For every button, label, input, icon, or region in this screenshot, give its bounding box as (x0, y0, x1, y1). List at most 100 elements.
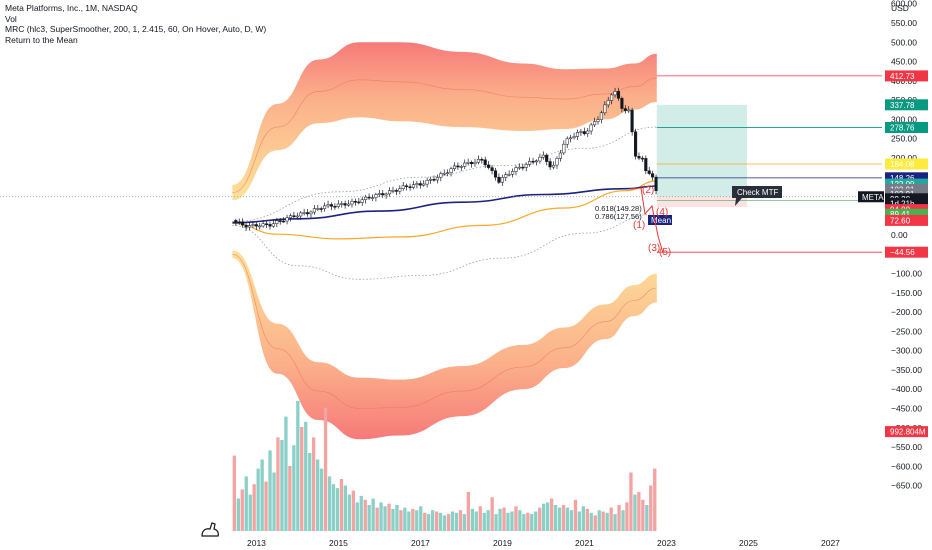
candle-body (606, 100, 610, 106)
candle-body (425, 180, 429, 185)
elliott-wave-path (629, 187, 664, 254)
volume-bar (312, 437, 316, 531)
tradingview-logo-icon[interactable] (200, 520, 222, 538)
candle-body (295, 215, 299, 218)
volume-bar (347, 494, 351, 531)
volume-bar (490, 497, 494, 531)
take-profit-zone (656, 104, 747, 197)
volume-bar (589, 512, 593, 531)
volume-bar (514, 506, 518, 531)
volume-bar (585, 508, 589, 531)
candle-body (565, 138, 569, 145)
candle-body (319, 208, 323, 210)
price-tag-label: 337.78 (890, 101, 915, 110)
price-tag-bg (885, 122, 928, 133)
candle-body (377, 193, 381, 195)
candle-body (637, 156, 641, 159)
y-tick-label: −200.00 (891, 307, 922, 317)
volume-bar (629, 472, 633, 531)
y-tick-label: −100.00 (891, 269, 922, 279)
volume-bar (573, 499, 578, 531)
candle-body (401, 185, 405, 189)
candle-body (336, 203, 340, 207)
candle-body (562, 143, 566, 154)
candle-body (251, 224, 255, 226)
y-tick-label: −350.00 (891, 365, 922, 375)
x-tick-label: 2025 (739, 538, 758, 548)
price-axis[interactable]: 650.00600.00550.00500.00450.00400.00350.… (858, 0, 928, 491)
volume-bar (534, 511, 538, 531)
volume-bar (276, 437, 280, 531)
volume-bars (232, 401, 657, 531)
candle-body (528, 160, 532, 165)
volume-bar (557, 507, 562, 531)
candle-body (623, 108, 627, 111)
volume-bar (236, 498, 240, 531)
volume-bar (530, 514, 534, 531)
price-tag-bg (885, 70, 928, 82)
volume-bar (542, 503, 546, 531)
elliott-wave-4: (4) (656, 207, 668, 218)
indicator-legend[interactable]: MRC (hlc3, SuperSmoother, 200, 1, 2.415,… (5, 24, 267, 34)
volume-bar (379, 502, 383, 531)
candle-body (323, 205, 327, 209)
price-tag-bg (885, 99, 928, 111)
volume-bar (319, 468, 324, 531)
volume-bar (625, 502, 629, 531)
candle-body (302, 212, 306, 214)
candle-body (452, 165, 457, 169)
candle-body (596, 119, 600, 122)
volume-bar (569, 510, 574, 531)
volume-bar (272, 472, 276, 531)
candle-body (500, 177, 504, 183)
volume-bar (438, 512, 443, 531)
candle-body (538, 156, 542, 162)
candle-body (254, 224, 258, 227)
candle-body (470, 162, 474, 165)
candle-body (367, 196, 371, 199)
volume-legend[interactable]: Vol (5, 13, 17, 24)
candle-body (329, 204, 334, 207)
candle-body (483, 159, 487, 166)
volume-bar (621, 510, 625, 531)
candle-body (644, 158, 648, 172)
candle-body (244, 224, 248, 228)
volume-bar (431, 510, 435, 531)
candle-body (548, 161, 552, 168)
check-mtf-callout[interactable]: Check MTF (732, 186, 782, 206)
volume-bar (244, 476, 248, 531)
volume-bar (419, 506, 423, 531)
candle-body (541, 154, 545, 158)
candle-body (275, 220, 279, 224)
candle-body (545, 154, 549, 162)
volume-bar (565, 507, 570, 531)
candle-body (370, 197, 375, 199)
y-tick-label: −450.00 (891, 404, 922, 414)
candle-body (473, 161, 477, 165)
time-axis[interactable]: 2013 2015 2017 2019 2021 2023 2025 2027 (247, 538, 840, 548)
candle-body (261, 223, 265, 227)
mean-tag-label: Mean (651, 216, 671, 225)
candle-body (391, 190, 395, 192)
volume-bar (494, 514, 498, 531)
volume-bar (252, 484, 256, 531)
candle-body (487, 164, 491, 168)
candle-body (405, 185, 409, 188)
price-tag-label: 72.60 (890, 216, 911, 225)
symbol-title[interactable]: Meta Platforms, Inc., 1M, NASDAQ (5, 3, 138, 13)
candle-body (599, 112, 603, 120)
candle-body (593, 121, 597, 126)
y-tick-label: −150.00 (891, 288, 922, 298)
volume-bar (510, 511, 514, 531)
volume-bar (633, 494, 637, 531)
candle-body (610, 94, 614, 101)
candle-body (258, 225, 262, 228)
candle-body (316, 208, 320, 210)
candle-body (634, 131, 638, 157)
candle-body (569, 137, 573, 140)
y-tick-label: 200.00 (891, 153, 917, 163)
volume-bar (649, 485, 653, 531)
price-tag-bg (885, 172, 928, 184)
